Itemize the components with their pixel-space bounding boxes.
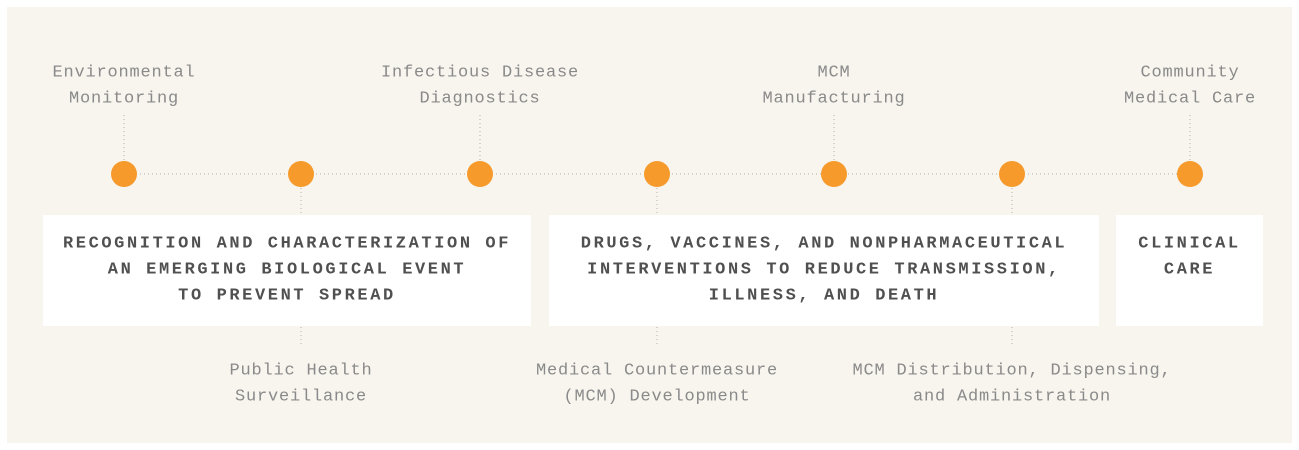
- stage-text: TO PREVENT SPREAD: [178, 286, 396, 305]
- stage-text: INTERVENTIONS TO REDUCE TRANSMISSION,: [587, 260, 1061, 279]
- milestone: [111, 161, 137, 187]
- milestone-label: Infectious Disease: [381, 63, 579, 82]
- stage-text: AN EMERGING BIOLOGICAL EVENT: [108, 260, 466, 279]
- milestone-label: MCM Distribution, Dispensing,: [852, 361, 1171, 380]
- stage-box: [549, 215, 1099, 326]
- milestone: [288, 161, 314, 187]
- stage-text: RECOGNITION AND CHARACTERIZATION OF: [63, 234, 511, 253]
- milestone-label: Medical Care: [1124, 89, 1256, 108]
- stage-box: [43, 215, 531, 326]
- milestone-label: (MCM) Development: [563, 387, 750, 406]
- milestone: [644, 161, 670, 187]
- milestone-label: Community: [1140, 63, 1239, 82]
- milestone: [999, 161, 1025, 187]
- milestone-label: Public Health: [229, 361, 372, 380]
- milestone: [467, 161, 493, 187]
- stage-text: DRUGS, VACCINES, AND NONPHARMACEUTICAL: [581, 234, 1067, 253]
- stage-text: ILLNESS, AND DEATH: [709, 286, 939, 305]
- stage-text: CLINICAL: [1138, 234, 1240, 253]
- milestone-label: Monitoring: [69, 89, 179, 108]
- milestone-label: Environmental: [52, 63, 195, 82]
- milestone-label: Surveillance: [235, 387, 367, 406]
- milestone-label: Medical Countermeasure: [536, 361, 778, 380]
- stage-box: [1116, 215, 1263, 326]
- milestone-label: and Administration: [913, 387, 1111, 406]
- milestone: [1177, 161, 1203, 187]
- milestone: [821, 161, 847, 187]
- stage-text: CARE: [1164, 260, 1215, 279]
- milestone-label: Diagnostics: [419, 89, 540, 108]
- milestone-label: MCM: [817, 63, 850, 82]
- milestone-label: Manufacturing: [762, 89, 905, 108]
